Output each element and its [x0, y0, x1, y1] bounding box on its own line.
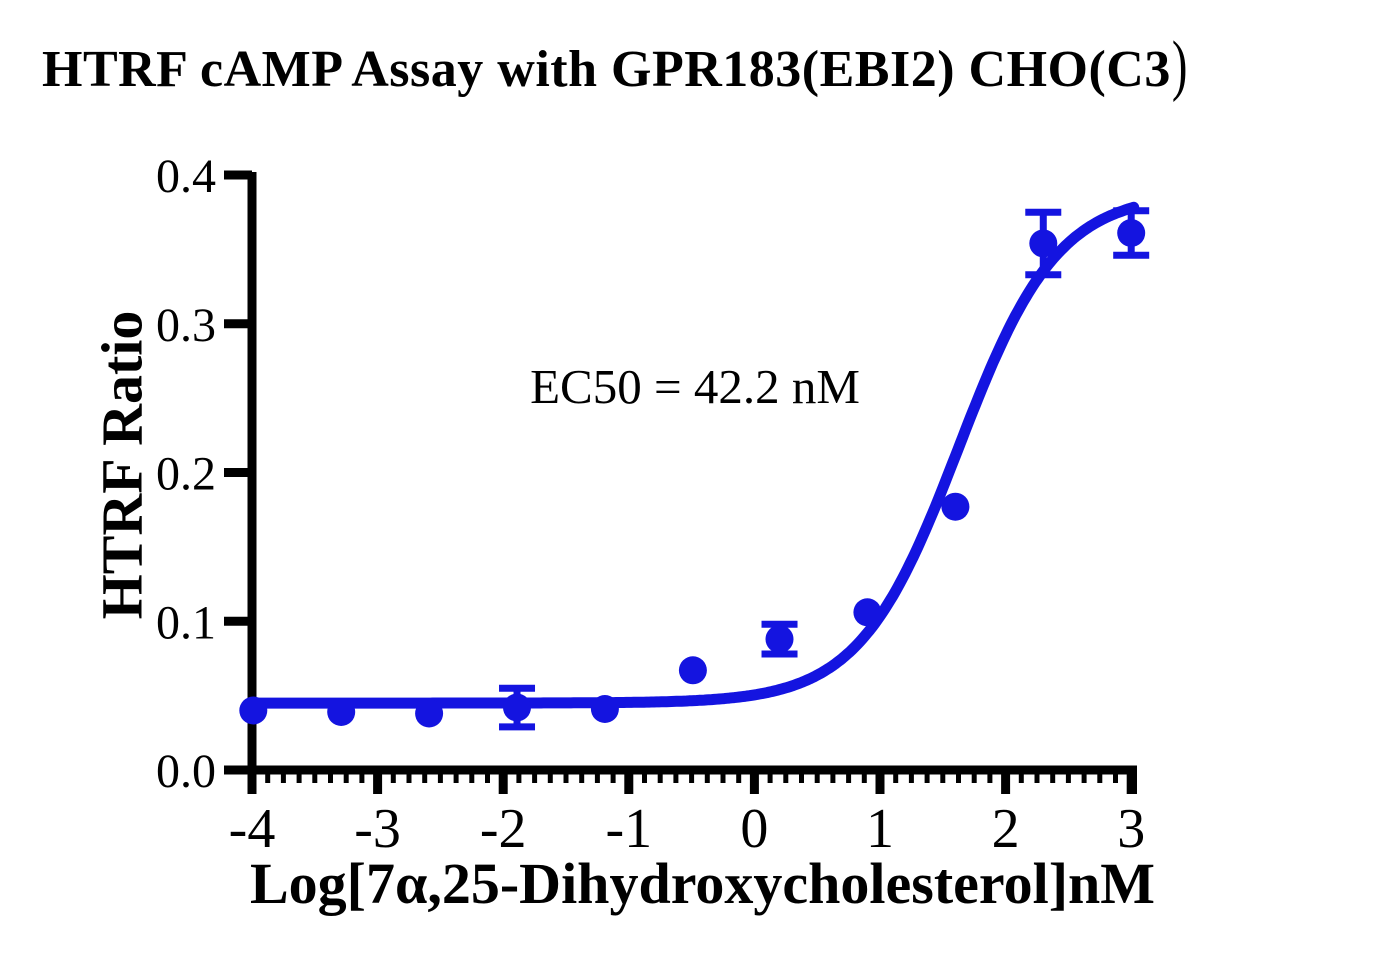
fit-curve	[246, 201, 1140, 709]
y-tick-label: 0.0	[156, 745, 216, 798]
data-point	[765, 625, 794, 654]
data-point	[1029, 229, 1058, 258]
x-tick-label: 2	[992, 798, 1020, 860]
y-tick-label: 0.4	[156, 150, 216, 203]
chart-title-text: HTRF cAMP Assay with GPR183(EBI2) CHO(C3	[42, 41, 1171, 98]
ec50-annotation: EC50 = 42.2 nM	[530, 359, 860, 414]
data-point	[1117, 219, 1146, 247]
x-axis-title: Log[7α,25-Dihydroxycholesterol]nM	[250, 851, 1156, 916]
x-tick-label: 0	[740, 798, 768, 860]
data-point	[678, 656, 707, 685]
chart-title-closing-paren: )	[1171, 28, 1188, 104]
data-point	[327, 698, 356, 726]
data-point	[415, 699, 444, 728]
data-point	[941, 492, 970, 521]
data-point	[239, 696, 268, 725]
y-tick-label: 0.1	[156, 596, 216, 649]
data-point	[503, 693, 531, 722]
y-tick-label: 0.2	[156, 448, 216, 501]
x-tick-label: 1	[866, 798, 894, 860]
chart-title: HTRF cAMP Assay with GPR183(EBI2) CHO(C3…	[42, 29, 1189, 103]
x-tick-label: -4	[229, 798, 276, 860]
data-point	[853, 598, 882, 627]
data-point	[590, 695, 619, 723]
x-tick-label: -1	[605, 798, 652, 860]
x-tick-label: -2	[480, 798, 527, 860]
y-tick-label: 0.3	[156, 299, 216, 352]
x-tick-label: -3	[354, 798, 401, 860]
x-tick-label: 3	[1117, 798, 1145, 860]
